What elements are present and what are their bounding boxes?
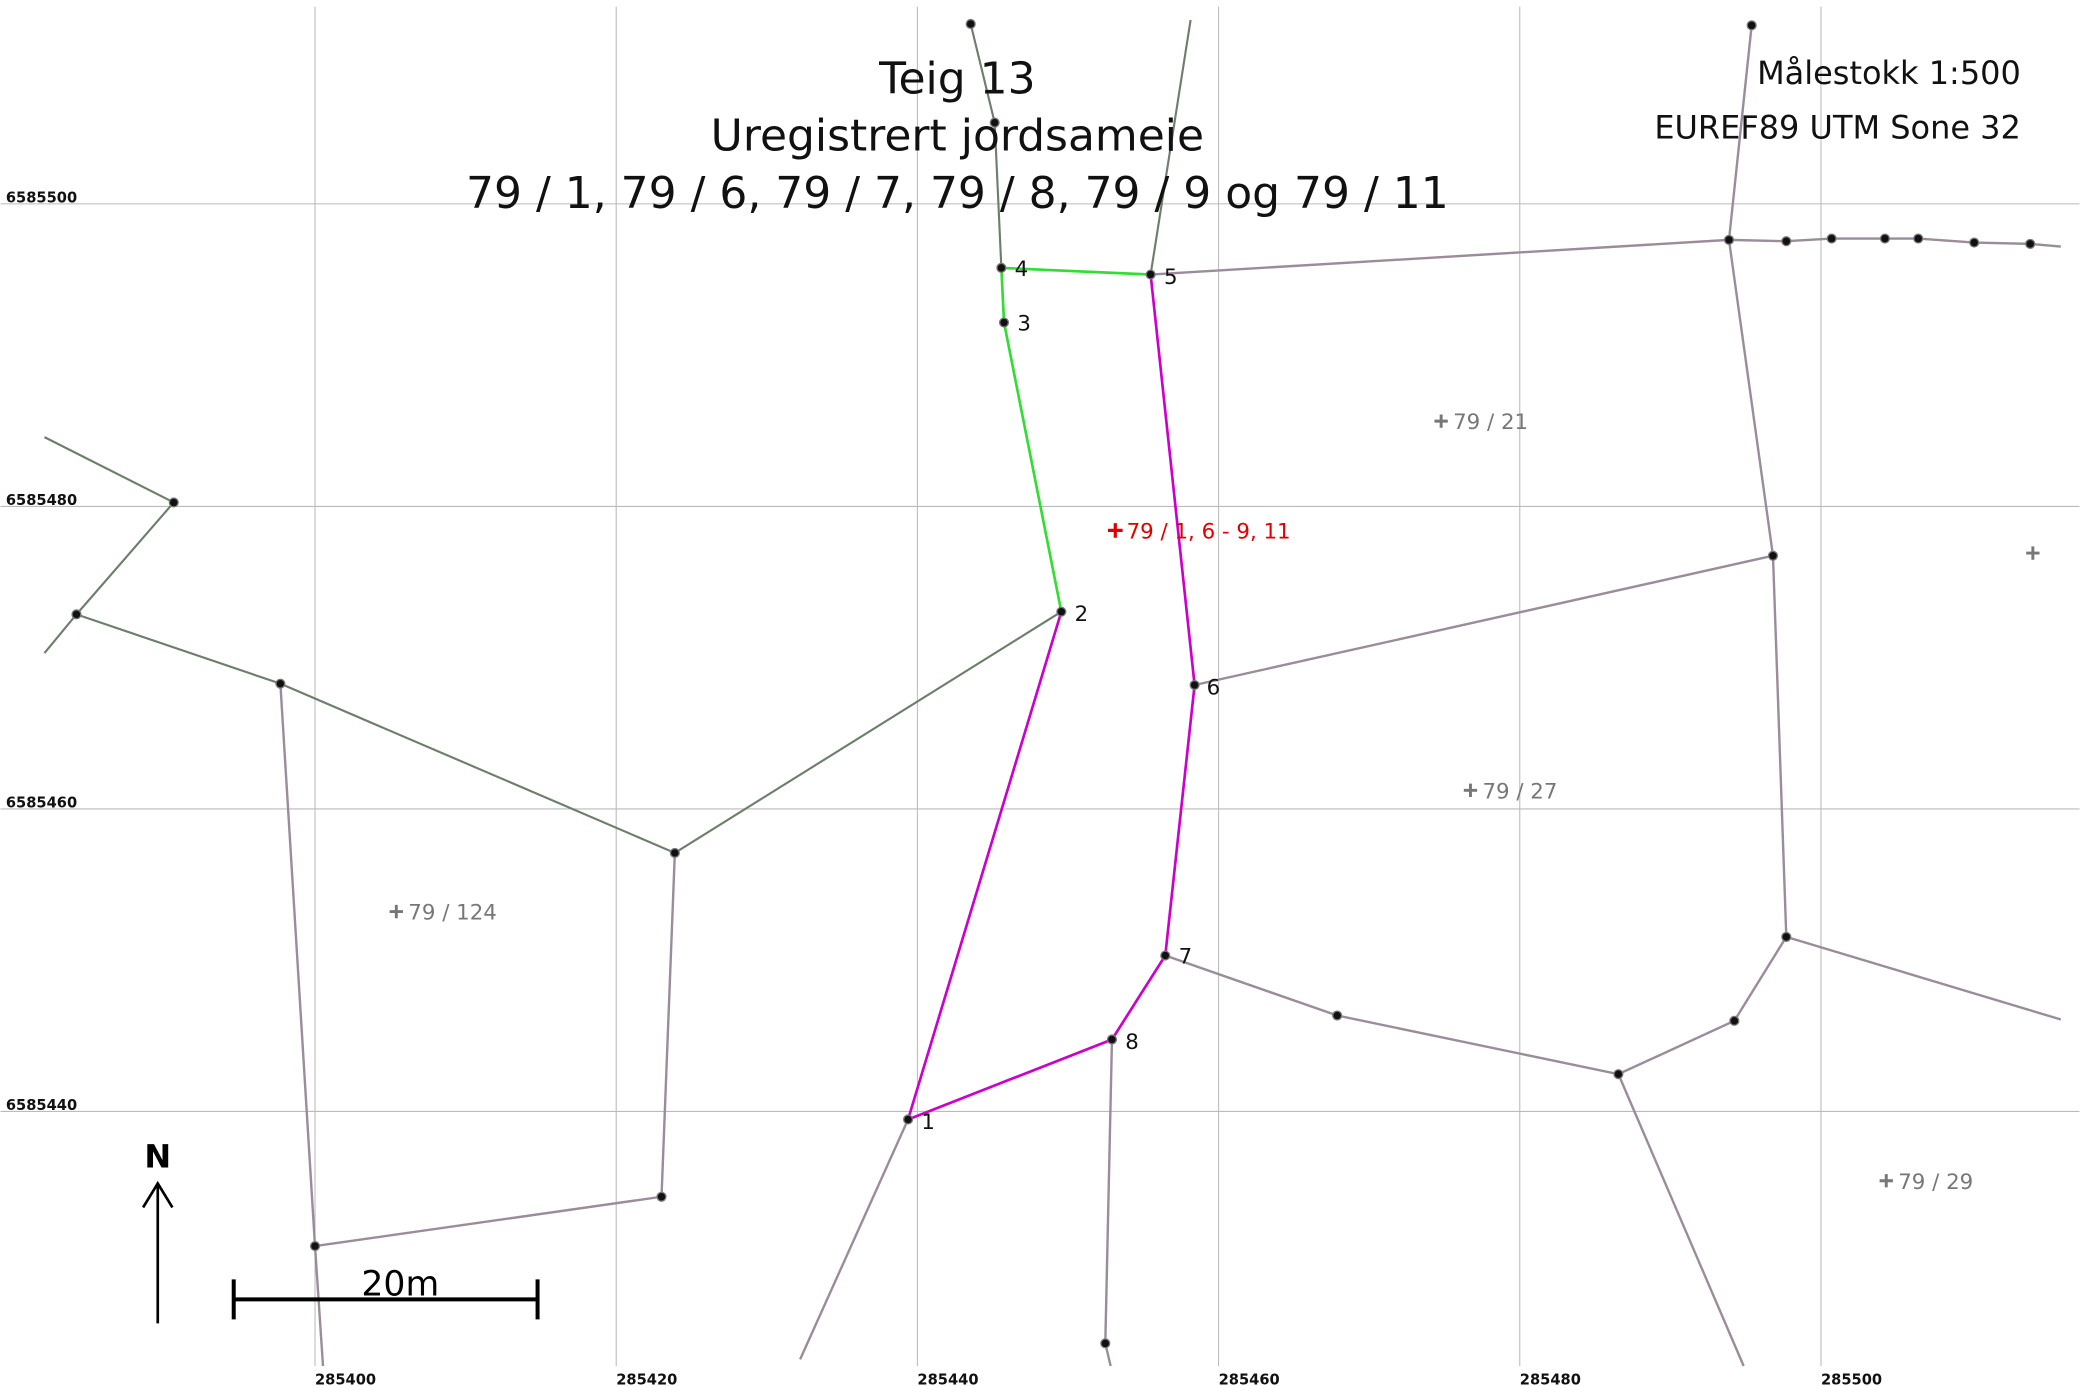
- vertex: [1969, 237, 1980, 248]
- vertex: [998, 317, 1010, 328]
- grid-label: 285400: [315, 1372, 376, 1386]
- vertex: [1332, 1010, 1343, 1021]
- point-label: 7: [1179, 945, 1193, 970]
- north-label: N: [144, 1137, 171, 1175]
- vertex: [656, 1191, 667, 1202]
- vertex: [1160, 950, 1171, 961]
- grid-label: 6585480: [6, 492, 77, 509]
- grid-label: 6585440: [6, 1097, 77, 1114]
- grid-label: 285480: [1520, 1372, 1581, 1386]
- boundary: [1104, 1039, 1114, 1367]
- grid-label: 285440: [917, 1372, 978, 1386]
- point-label: 8: [1125, 1030, 1139, 1055]
- parcel-label: 79 / 21: [1453, 410, 1528, 435]
- boundary: [279, 683, 325, 1367]
- grid-label: 6585500: [6, 190, 77, 207]
- vertex: [1913, 233, 1924, 244]
- title-line: Uregistrert jordsameie: [711, 111, 1204, 162]
- vertex: [275, 678, 286, 689]
- vertex: [1729, 1015, 1740, 1026]
- bar: [231, 1279, 540, 1320]
- boundary: [1785, 935, 2062, 1021]
- grid-label: 285420: [616, 1372, 677, 1386]
- vertex: [1781, 931, 1792, 942]
- boundaries: [43, 19, 2062, 1367]
- vertex: [669, 847, 680, 858]
- vertex: [168, 497, 179, 508]
- vertex: [1613, 1069, 1624, 1080]
- scale-bar-label: 20m: [361, 1264, 439, 1304]
- parcel-markers: [389, 414, 2040, 1188]
- parcel-label: 79 / 27: [1482, 779, 1557, 804]
- boundary: [799, 1118, 910, 1360]
- vertex: [1826, 233, 1837, 244]
- parcel-label: 79 / 29: [1898, 1170, 1973, 1195]
- point-label: 6: [1207, 675, 1221, 700]
- point-label: 3: [1017, 312, 1031, 337]
- point-label: 5: [1164, 265, 1178, 290]
- boundary: [1149, 19, 1192, 275]
- vertex: [1879, 233, 1890, 244]
- vertex: [309, 1241, 321, 1252]
- vertex: [71, 609, 82, 620]
- scale-text: Målestokk 1:500: [1757, 54, 2021, 92]
- scale-bar: 20m: [231, 1264, 540, 1320]
- parcel-label-main: 79 / 1, 6 - 9, 11: [1127, 519, 1291, 544]
- vertex: [989, 117, 1000, 128]
- point-label: 4: [1015, 257, 1029, 282]
- arrow: [141, 1180, 174, 1324]
- boundary: [76, 610, 1062, 855]
- vertex: [965, 18, 976, 30]
- vertex: [996, 262, 1007, 273]
- vertex: [902, 1114, 914, 1125]
- vertex: [1767, 550, 1779, 561]
- boundary: [1617, 1073, 1745, 1367]
- vertices: [71, 18, 2036, 1349]
- vertex: [2025, 238, 2036, 249]
- vertex: [1106, 1034, 1118, 1045]
- vertex: [1746, 20, 1757, 31]
- parcel-cross: [389, 414, 2040, 1188]
- grid-label: 285460: [1219, 1372, 1280, 1386]
- boundary: [1150, 237, 2061, 276]
- point-label: 2: [1075, 602, 1089, 627]
- boundary: [1194, 554, 1774, 687]
- parcel-label: 79 / 124: [408, 901, 497, 926]
- vertex: [1723, 234, 1735, 245]
- boundary: [1164, 25, 1788, 1076]
- grid: 285400 285420 285440 285460 285480 285500 6585…: [0, 6, 2080, 1386]
- parcel-boundary-magenta: [905, 274, 1196, 1122]
- boundary: [43, 436, 176, 654]
- title-line: 79 / 1, 79 / 6, 79 / 7, 79 / 8, 79 / 9 o…: [466, 168, 1449, 219]
- parcel-boundary-green: [999, 266, 1151, 612]
- vertex: [1056, 606, 1067, 617]
- grid-label: 6585460: [6, 795, 77, 812]
- vertex: [1145, 269, 1156, 280]
- title-line: Teig 13: [878, 53, 1036, 104]
- parcel-cross: [1107, 523, 1123, 538]
- vertex: [1781, 236, 1792, 247]
- grid-label: 285500: [1821, 1372, 1882, 1386]
- vertex: [1189, 679, 1200, 691]
- vertex: [1100, 1338, 1111, 1349]
- point-label: 1: [921, 1110, 935, 1135]
- crs-text: EUREF89 UTM Sone 32: [1654, 109, 2021, 147]
- north-arrow: N: [141, 1137, 174, 1324]
